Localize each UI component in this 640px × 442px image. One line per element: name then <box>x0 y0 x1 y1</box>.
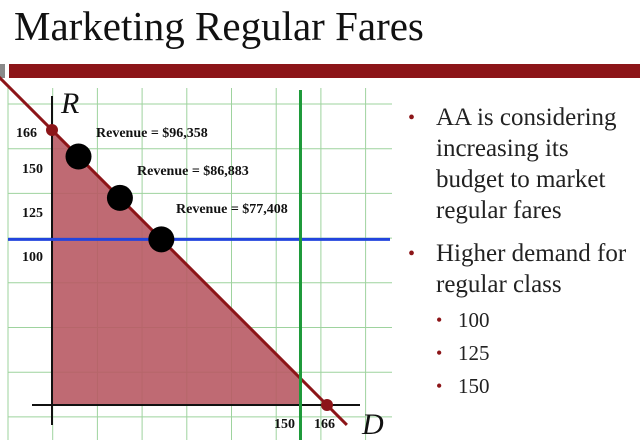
bullet-item: • AA is considering increasing its budge… <box>408 102 640 226</box>
bullet-list: • AA is considering increasing its budge… <box>408 102 640 403</box>
sub-bullet-dot-icon: • <box>436 343 443 363</box>
sub-bullet-text: 150 <box>458 374 490 398</box>
sub-bullet-item: • 150 <box>408 370 640 403</box>
title-divider-bar <box>9 64 640 78</box>
revenue-chart: R D 166 150 125 100 150 166 Revenue = $9… <box>0 75 392 441</box>
y-tick-label-166: 166 <box>16 126 37 141</box>
sub-bullet-item: • 125 <box>408 337 640 370</box>
y-tick-label-125: 125 <box>22 206 43 221</box>
sub-bullet-text: 125 <box>458 341 490 365</box>
sub-bullet-dot-icon: • <box>436 310 443 330</box>
bullet-text-budget: AA is considering increasing its budget … <box>436 104 617 224</box>
intercept-point-d <box>321 399 333 411</box>
chart-points <box>46 124 333 411</box>
revenue-point-1 <box>65 143 92 170</box>
revenue-label-3: Revenue = $77,408 <box>176 202 288 217</box>
revenue-point-3 <box>148 226 175 253</box>
sub-bullet-text: 100 <box>458 308 490 332</box>
x-tick-label-150: 150 <box>274 417 295 432</box>
revenue-label-1: Revenue = $96,358 <box>96 126 208 141</box>
intercept-point-r <box>46 124 58 136</box>
y-tick-label-150: 150 <box>22 162 43 177</box>
bullet-dot-icon: • <box>408 107 416 129</box>
bullet-dot-icon: • <box>408 243 416 265</box>
bullet-item: • Higher demand for regular class <box>408 238 640 300</box>
sub-bullet-item: • 100 <box>408 304 640 337</box>
sub-bullet-list: • 100 • 125 • 150 <box>408 304 640 403</box>
axis-label-r: R <box>60 87 79 120</box>
x-tick-label-166: 166 <box>314 417 335 432</box>
sub-bullet-dot-icon: • <box>436 376 443 396</box>
revenue-point-2 <box>106 184 133 211</box>
y-tick-label-100: 100 <box>22 250 43 265</box>
title-accent-gray <box>0 64 5 78</box>
slide-title: Marketing Regular Fares <box>14 3 424 49</box>
bullet-text-demand: Higher demand for regular class <box>436 240 627 298</box>
axis-label-d: D <box>361 408 384 441</box>
revenue-label-2: Revenue = $86,883 <box>137 164 249 179</box>
